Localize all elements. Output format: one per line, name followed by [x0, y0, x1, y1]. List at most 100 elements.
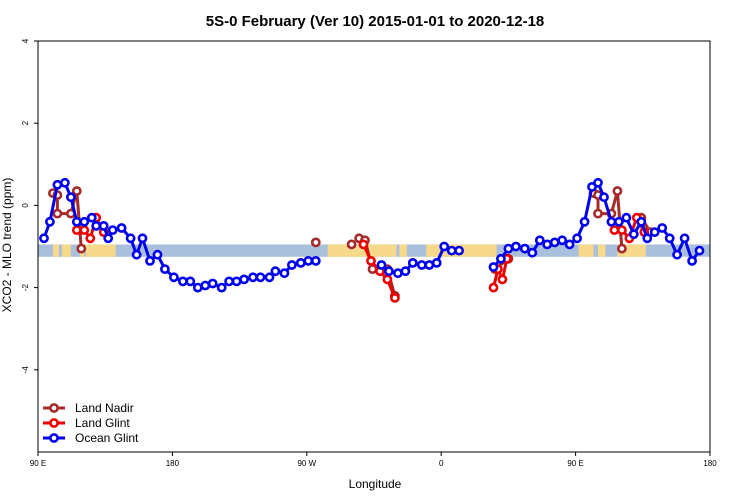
land-glint-point	[366, 255, 376, 266]
ocean-glint-point	[606, 216, 617, 227]
land-band-segment	[52, 244, 59, 257]
legend-marker-land-nadir	[49, 403, 59, 413]
land-mask-band	[38, 244, 710, 257]
land-glint-point	[609, 225, 620, 235]
legend-label-land-nadir: Land Nadir	[75, 401, 134, 415]
ocean-glint-point	[39, 233, 49, 244]
ocean-glint-point	[416, 260, 427, 270]
ocean-glint-point	[534, 235, 545, 246]
ocean-glint-point	[636, 216, 647, 227]
ocean-glint-point	[572, 233, 582, 244]
land-band-segment	[578, 244, 594, 257]
ocean-glint-point	[564, 239, 575, 250]
ocean-glint-point	[248, 272, 258, 283]
ocean-glint-point	[71, 216, 82, 227]
ocean-glint-point	[407, 257, 418, 268]
land-band-segment	[61, 244, 71, 257]
ocean-glint-point	[192, 282, 203, 293]
ocean-glint-point	[310, 255, 321, 266]
ocean-glint-point	[286, 260, 297, 270]
land-nadir-point	[71, 186, 82, 196]
land-band-segment	[327, 244, 397, 257]
ocean-glint-point	[376, 260, 387, 270]
land-nadir-point	[310, 237, 321, 248]
land-glint-point	[85, 233, 96, 244]
y-tick-label: 2	[21, 120, 30, 125]
ocean-glint-point	[185, 276, 196, 287]
legend-label-ocean-glint: Ocean Glint	[75, 431, 139, 445]
x-tick-label: 90 E	[30, 459, 46, 468]
ocean-glint-point	[207, 278, 218, 289]
land-glint-point	[79, 225, 90, 235]
ocean-glint-point	[454, 245, 464, 256]
ocean-glint-point	[664, 233, 675, 244]
ocean-glint-point	[224, 276, 234, 287]
ocean-glint-point	[694, 245, 705, 256]
ocean-glint-point	[264, 272, 275, 283]
y-tick-label: 4	[21, 38, 30, 43]
ocean-glint-point	[614, 216, 624, 227]
ocean-glint-point	[107, 225, 118, 235]
ocean-glint-point	[519, 243, 530, 254]
ocean-glint-point	[52, 179, 63, 190]
ocean-glint-point	[488, 262, 499, 272]
land-nadir-point	[612, 186, 623, 196]
ocean-glint-point	[672, 249, 682, 260]
ocean-glint-point	[145, 255, 155, 266]
x-axis-label: Longitude	[349, 477, 402, 491]
land-glint-point	[488, 282, 499, 293]
plot-frame	[37, 40, 711, 453]
ocean-glint-point	[131, 249, 142, 260]
ocean-glint-point	[593, 177, 603, 188]
ocean-glint-point	[599, 192, 609, 203]
ocean-glint-point	[103, 233, 114, 244]
ocean-glint-point	[527, 247, 538, 258]
ocean-glint-point	[66, 192, 76, 203]
land-glint-point	[389, 292, 400, 303]
land-glint-point	[71, 225, 82, 235]
x-tick-label: 180	[166, 459, 180, 468]
ocean-glint-point	[392, 268, 403, 279]
legend-label-land-glint: Land Glint	[75, 416, 130, 430]
land-glint-point	[497, 274, 508, 285]
ocean-glint-point	[116, 223, 127, 233]
ocean-glint-point	[200, 280, 211, 291]
ocean-glint-point	[579, 216, 590, 227]
ocean-glint-point	[621, 212, 632, 223]
land-band-segment	[399, 244, 407, 257]
ocean-glint-point	[511, 241, 521, 252]
ocean-glint-point	[383, 266, 394, 277]
ocean-glint-point	[45, 216, 55, 227]
ocean-glint-point	[125, 233, 136, 244]
ocean-glint-point	[495, 253, 506, 264]
land-nadir-point	[52, 208, 63, 219]
land-glint-point	[358, 239, 369, 250]
ocean-glint-point	[549, 237, 560, 248]
ocean-glint-point	[679, 233, 690, 244]
land-band-segment	[598, 244, 606, 257]
y-axis-label: XCO2 - MLO trend (ppm)	[0, 178, 14, 313]
ocean-glint-point	[231, 276, 242, 287]
ocean-glint-point	[295, 257, 306, 268]
ocean-glint-point	[431, 257, 442, 268]
legend-marker-ocean-glint	[49, 433, 59, 443]
land-nadir-point	[76, 243, 87, 254]
ocean-glint-point	[628, 229, 639, 240]
x-axis: 90 E 180 90 W 0 90 E 180	[30, 452, 717, 468]
ocean-glint-point	[239, 274, 249, 285]
legend-marker-land-glint	[49, 418, 59, 428]
ocean-glint-point	[503, 243, 514, 254]
ocean-glint-point	[159, 264, 170, 274]
ocean-glint-point	[439, 241, 450, 252]
x-tick-label: 0	[439, 459, 444, 468]
y-tick-label: 0	[21, 203, 30, 208]
ocean-glint-point	[98, 220, 109, 231]
land-glint-line	[492, 258, 509, 288]
ocean-glint-point	[657, 223, 668, 233]
ocean-glint-point	[137, 233, 148, 244]
ocean-glint-point	[542, 239, 553, 250]
land-nadir-point	[617, 243, 627, 254]
y-tick-label: -2	[21, 283, 30, 291]
